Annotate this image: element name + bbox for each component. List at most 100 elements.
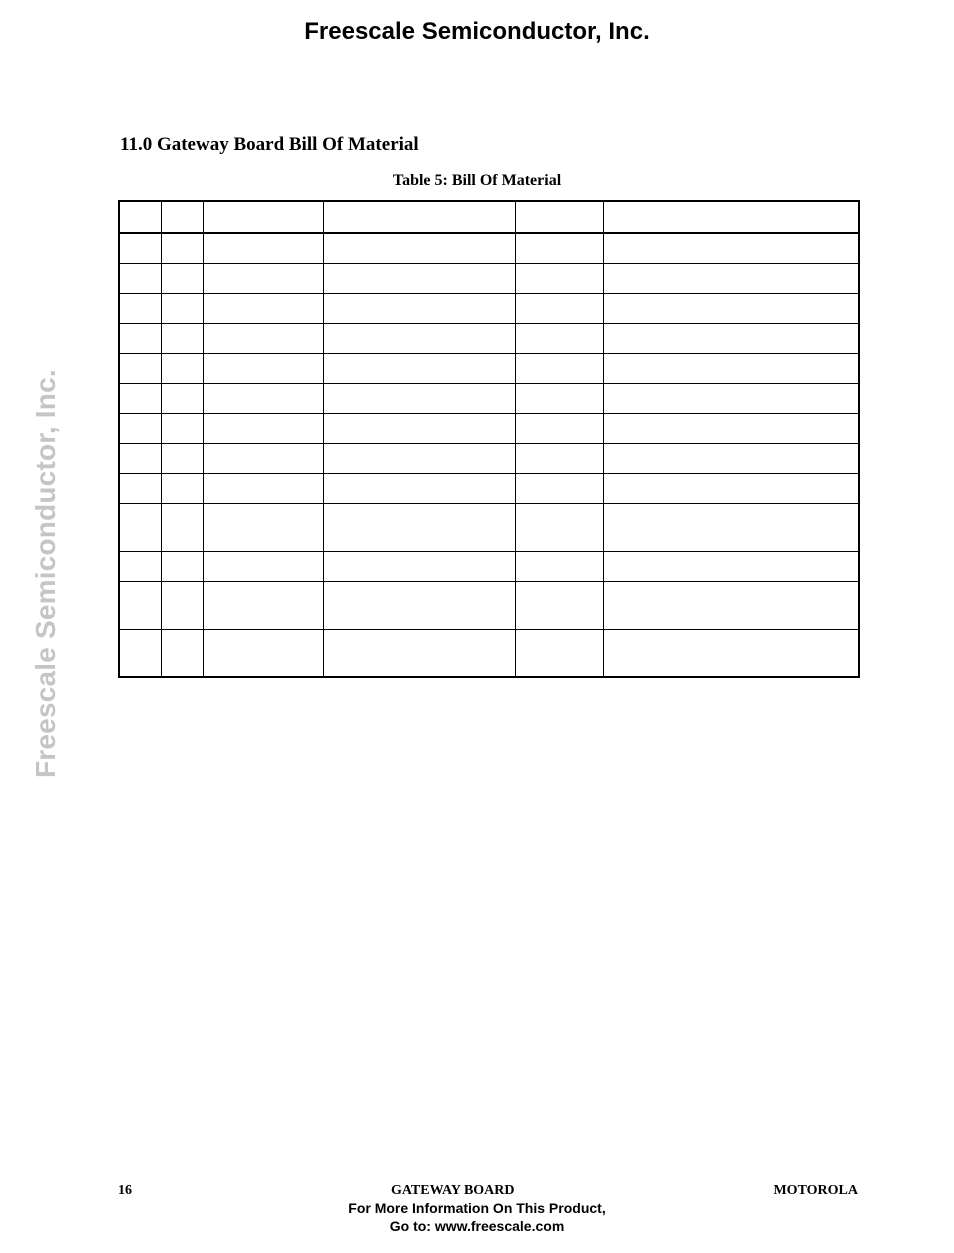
footer-line-3: Go to: www.freescale.com <box>0 1217 954 1235</box>
table-cell <box>119 473 161 503</box>
table-cell <box>515 233 603 263</box>
table-cell <box>515 551 603 581</box>
side-watermark: Freescale Semiconductor, Inc. <box>30 369 62 778</box>
table-cell <box>323 473 515 503</box>
table-cell <box>161 413 203 443</box>
table-cell <box>161 323 203 353</box>
table-row <box>119 581 859 629</box>
table-row <box>119 629 859 677</box>
table-cell <box>203 473 323 503</box>
table-cell <box>203 383 323 413</box>
table-cell <box>603 473 859 503</box>
table-cell <box>323 551 515 581</box>
table-cell <box>603 263 859 293</box>
table-cell <box>603 629 859 677</box>
table-cell <box>119 443 161 473</box>
table-cell <box>203 503 323 551</box>
bom-header-cell <box>161 201 203 233</box>
table-cell <box>119 413 161 443</box>
table-cell <box>161 581 203 629</box>
table-cell <box>119 293 161 323</box>
table-cell <box>161 293 203 323</box>
table-cell <box>161 353 203 383</box>
footer-page-number: 16 <box>118 1183 132 1199</box>
table-cell <box>323 383 515 413</box>
table-cell <box>323 353 515 383</box>
table-row <box>119 263 859 293</box>
table-cell <box>161 233 203 263</box>
table-cell <box>515 473 603 503</box>
table-cell <box>203 443 323 473</box>
table-cell <box>515 263 603 293</box>
table-row <box>119 293 859 323</box>
table-cell <box>203 263 323 293</box>
bom-header-cell <box>603 201 859 233</box>
table-cell <box>203 353 323 383</box>
table-cell <box>161 263 203 293</box>
bom-tbody <box>119 233 859 677</box>
table-cell <box>161 503 203 551</box>
page-header: Freescale Semiconductor, Inc. <box>0 18 954 46</box>
table-cell <box>119 383 161 413</box>
table-cell <box>203 581 323 629</box>
table-cell <box>161 551 203 581</box>
table-cell <box>161 473 203 503</box>
table-cell <box>515 383 603 413</box>
bom-header-cell <box>323 201 515 233</box>
table-cell <box>515 353 603 383</box>
table-cell <box>161 629 203 677</box>
table-row <box>119 353 859 383</box>
table-cell <box>515 413 603 443</box>
footer-right: MOTOROLA <box>773 1183 858 1199</box>
table-cell <box>603 353 859 383</box>
table-cell <box>603 443 859 473</box>
table-cell <box>323 263 515 293</box>
table-cell <box>603 383 859 413</box>
table-cell <box>161 383 203 413</box>
footer-row-1: 16 GATEWAY BOARD MOTOROLA <box>0 1183 954 1199</box>
table-cell <box>161 443 203 473</box>
table-cell <box>203 413 323 443</box>
table-row <box>119 443 859 473</box>
table-cell <box>323 233 515 263</box>
table-row <box>119 413 859 443</box>
table-cell <box>203 551 323 581</box>
table-cell <box>515 629 603 677</box>
table-cell <box>515 503 603 551</box>
table-cell <box>323 323 515 353</box>
table-cell <box>203 629 323 677</box>
bom-header-cell <box>515 201 603 233</box>
table-cell <box>119 581 161 629</box>
bom-header-cell <box>119 201 161 233</box>
table-cell <box>119 263 161 293</box>
table-cell <box>323 413 515 443</box>
table-cell <box>323 293 515 323</box>
table-cell <box>603 551 859 581</box>
bom-header-row <box>119 201 859 233</box>
table-cell <box>515 323 603 353</box>
table-cell <box>323 581 515 629</box>
table-cell <box>323 443 515 473</box>
table-cell <box>203 293 323 323</box>
table-cell <box>515 293 603 323</box>
table-title: Table 5: Bill Of Material <box>0 172 954 190</box>
footer-center: GATEWAY BOARD <box>391 1183 515 1199</box>
table-cell <box>323 629 515 677</box>
table-cell <box>119 503 161 551</box>
table-row <box>119 503 859 551</box>
table-cell <box>515 581 603 629</box>
footer: 16 GATEWAY BOARD MOTOROLA For More Infor… <box>0 1183 954 1235</box>
table-cell <box>323 503 515 551</box>
table-cell <box>203 233 323 263</box>
table-cell <box>515 443 603 473</box>
footer-line-2: For More Information On This Product, <box>0 1199 954 1217</box>
table-row <box>119 551 859 581</box>
table-cell <box>603 503 859 551</box>
table-cell <box>603 323 859 353</box>
table-row <box>119 233 859 263</box>
table-cell <box>603 233 859 263</box>
table-cell <box>603 293 859 323</box>
table-row <box>119 473 859 503</box>
table-row <box>119 323 859 353</box>
table-cell <box>119 551 161 581</box>
